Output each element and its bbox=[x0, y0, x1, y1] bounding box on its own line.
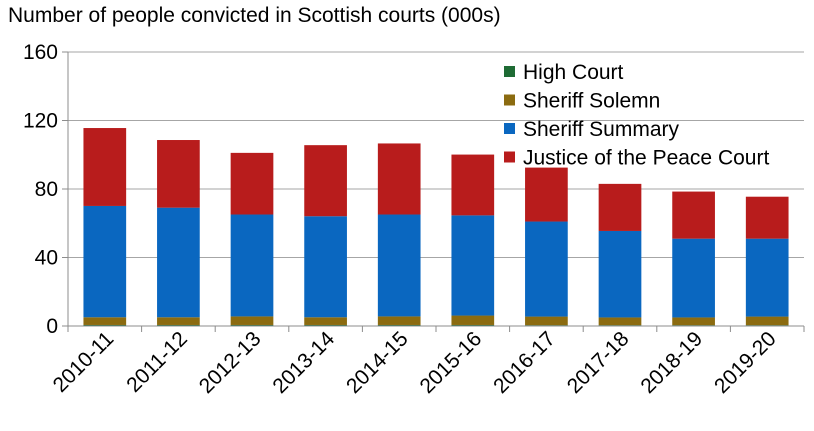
y-tick-label: 120 bbox=[23, 110, 58, 133]
bar-segment-sheriff-summary bbox=[230, 214, 274, 317]
chart-title: Number of people convicted in Scottish c… bbox=[8, 4, 501, 27]
bar-segment-sheriff-solemn bbox=[451, 315, 495, 325]
bar-segment-high-court bbox=[304, 324, 347, 326]
legend-swatch bbox=[504, 94, 515, 106]
legend-label: High Court bbox=[523, 61, 624, 84]
bar-segment-sheriff-solemn bbox=[304, 317, 347, 325]
legend-label: Sheriff Solemn bbox=[523, 90, 660, 113]
bar-segment-sheriff-summary bbox=[525, 221, 568, 317]
bar-segment-justice-of-the-peace-court bbox=[377, 143, 421, 215]
bar-segment-sheriff-summary bbox=[451, 215, 495, 316]
x-tick-label: 2010-11 bbox=[49, 327, 119, 397]
bar-segment-justice-of-the-peace-court bbox=[83, 128, 127, 206]
y-tick-label: 80 bbox=[35, 178, 58, 201]
bar-segment-high-court bbox=[451, 324, 495, 326]
bar-segment-justice-of-the-peace-court bbox=[157, 140, 200, 208]
y-tick-label: 160 bbox=[23, 41, 58, 64]
bar-segment-justice-of-the-peace-court bbox=[672, 191, 715, 239]
bar-segment-justice-of-the-peace-court bbox=[598, 183, 642, 231]
bar-segment-sheriff-summary bbox=[745, 238, 789, 317]
legend-label: Sheriff Summary bbox=[523, 118, 679, 141]
x-tick-label: 2016-17 bbox=[489, 327, 560, 398]
bar-segment-sheriff-solemn bbox=[745, 316, 789, 326]
bar-segment-sheriff-solemn bbox=[672, 317, 715, 326]
bar-segment-sheriff-summary bbox=[377, 214, 421, 317]
x-tick-label: 2015-16 bbox=[416, 327, 487, 398]
x-tick-label: 2014-15 bbox=[342, 327, 413, 398]
bar-segment-high-court bbox=[377, 324, 421, 326]
x-tick-label: 2019-20 bbox=[710, 327, 781, 398]
legend-swatch bbox=[504, 66, 515, 77]
bar-segment-sheriff-solemn bbox=[377, 316, 421, 325]
bar-segment-justice-of-the-peace-court bbox=[525, 167, 568, 222]
bar-segment-sheriff-solemn bbox=[83, 317, 127, 325]
bar-segment-sheriff-solemn bbox=[230, 316, 274, 325]
bar-segment-sheriff-summary bbox=[598, 230, 642, 318]
bar-segment-justice-of-the-peace-court bbox=[304, 145, 347, 217]
x-tick-label: 2018-19 bbox=[636, 327, 707, 398]
bar-segment-sheriff-solemn bbox=[157, 317, 200, 325]
legend-swatch bbox=[504, 123, 515, 134]
bar-segment-sheriff-summary bbox=[304, 216, 347, 318]
bar-segment-justice-of-the-peace-court bbox=[451, 154, 495, 216]
bar-segment-justice-of-the-peace-court bbox=[230, 152, 274, 215]
x-tick-label: 2017-18 bbox=[563, 327, 634, 398]
y-tick-label: 40 bbox=[35, 247, 58, 270]
bar-segment-sheriff-solemn bbox=[525, 316, 568, 326]
bar-segment-high-court bbox=[230, 324, 274, 326]
legend-swatch bbox=[504, 151, 515, 163]
legend-label: Justice of the Peace Court bbox=[523, 147, 769, 170]
x-tick-label: 2011-12 bbox=[122, 327, 192, 397]
bar-segment-justice-of-the-peace-court bbox=[745, 196, 789, 239]
y-tick-label: 0 bbox=[46, 315, 58, 338]
bar-segment-high-court bbox=[83, 324, 127, 326]
bar-segment-sheriff-summary bbox=[672, 238, 715, 318]
bar-segment-sheriff-summary bbox=[157, 207, 200, 318]
bar-segment-sheriff-summary bbox=[83, 205, 127, 318]
x-tick-label: 2013-14 bbox=[268, 327, 339, 398]
bar-segment-sheriff-solemn bbox=[598, 317, 642, 326]
x-tick-label: 2012-13 bbox=[195, 327, 266, 398]
bar-segment-high-court bbox=[157, 324, 200, 326]
